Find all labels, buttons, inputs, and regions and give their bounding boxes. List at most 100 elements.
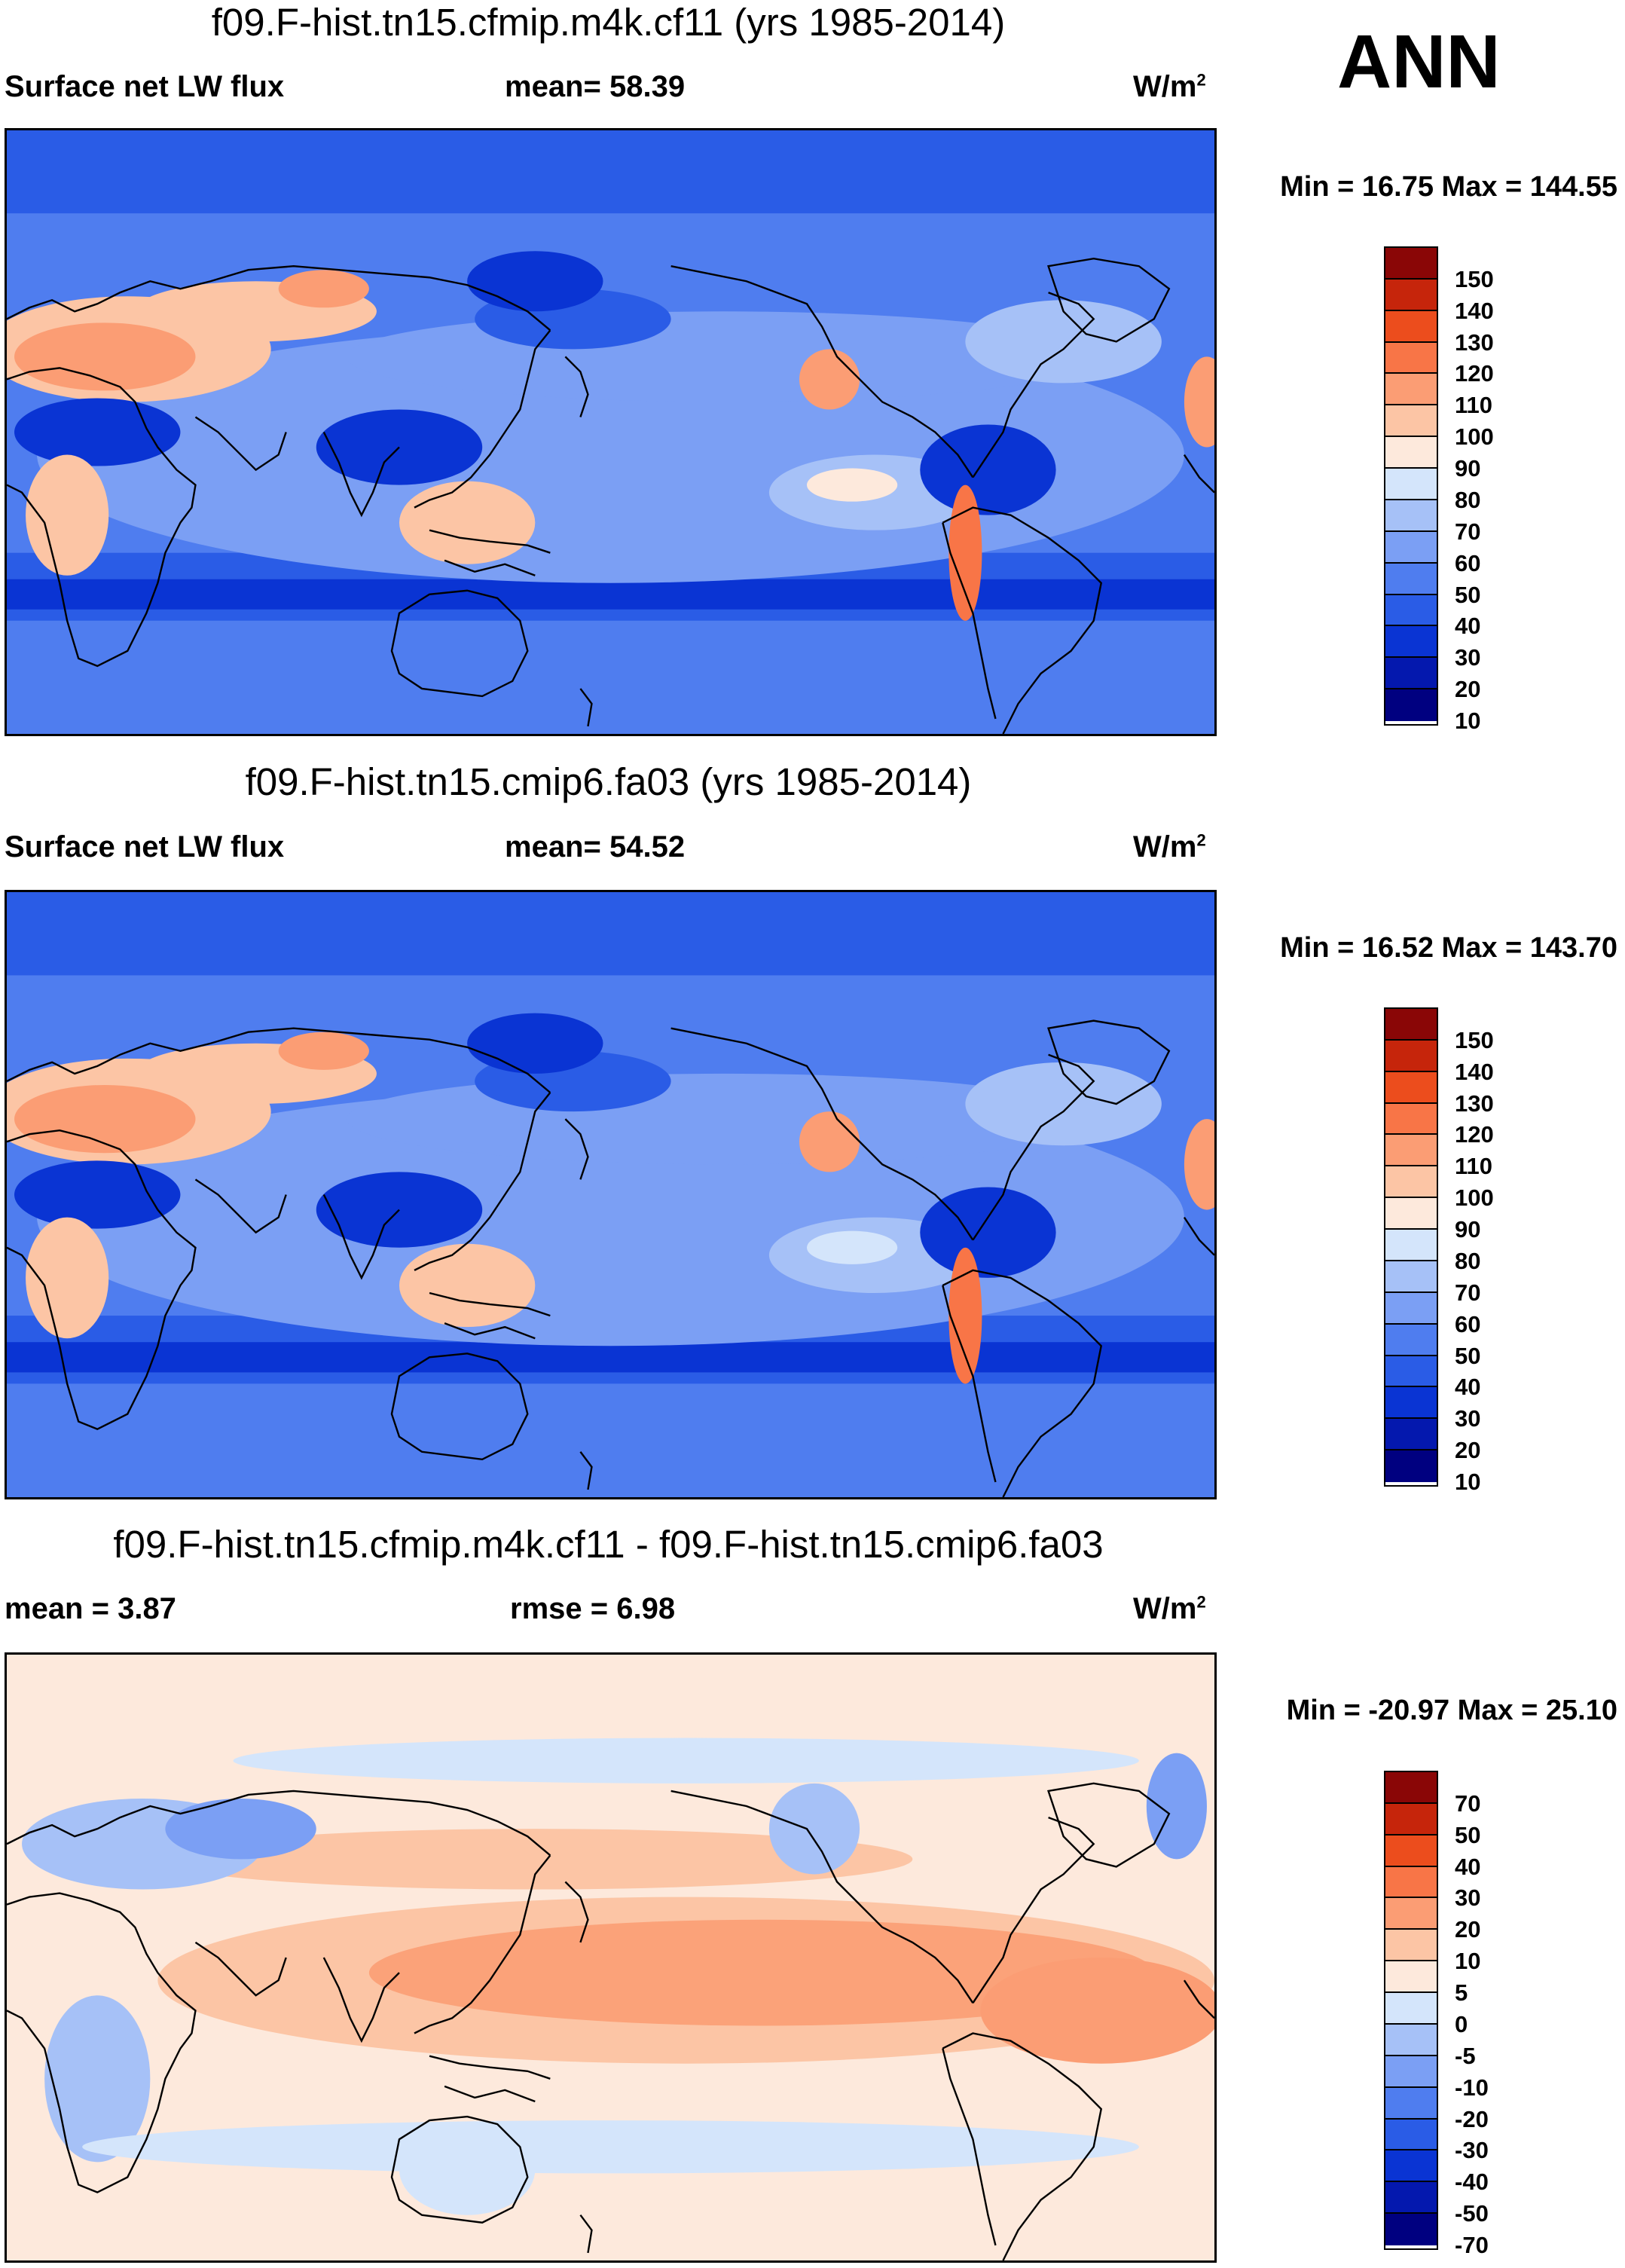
colorbar-segment [1385,2182,1437,2215]
panel-3-rmse: rmse = 6.98 [510,1592,676,1625]
colorbar-segment [1385,1135,1437,1167]
panel-1-variable: Surface net LW flux [5,70,285,103]
colorbar-tick-label: 50 [1455,1821,1481,1848]
panel-3-map [5,1652,1217,2263]
colorbar-segment [1385,1230,1437,1261]
colorbar-segment [1385,1356,1437,1388]
panel-1-minmax: Min = 16.75 Max = 144.55 [1280,171,1617,203]
colorbar-segment [1385,689,1437,721]
colorbar-tick-label: 60 [1455,1310,1481,1337]
colorbar-tick-label: 150 [1455,1026,1494,1053]
colorbar-segment [1385,2150,1437,2183]
panel-1-mean: mean= 58.39 [505,70,686,103]
colorbar-segment [1385,1450,1437,1482]
colorbar-segment [1385,1071,1437,1104]
colorbar-segment [1385,658,1437,690]
colorbar-tick-label: 70 [1455,1279,1481,1306]
colorbar-tick-label: 20 [1455,676,1481,703]
colorbar-segment [1385,1772,1437,1804]
colorbar-tick-label: -50 [1455,2200,1489,2227]
colorbar-segment [1385,626,1437,659]
colorbar-segment [1385,1040,1437,1072]
colorbar-tick-label: 80 [1455,486,1481,513]
panel-1-title: f09.F-hist.tn15.cfmip.m4k.cf11 (yrs 1985… [211,1,1006,44]
colorbar-segment [1385,2119,1437,2151]
colorbar-segment [1385,500,1437,532]
colorbar-tick-label: -10 [1455,2074,1489,2101]
colorbar-segment [1385,563,1437,595]
colorbar-segment [1385,342,1437,374]
colorbar-tick-label: 100 [1455,1184,1494,1212]
colorbar-tick-label: 110 [1455,1153,1493,1180]
panel-1-units: W/m2 [1133,70,1206,103]
colorbar-segment [1385,2024,1437,2056]
colorbar-tick-label: 120 [1455,1121,1494,1148]
colorbar-tick-label: 140 [1455,1058,1494,1085]
colorbar-segment [1385,2087,1437,2120]
colorbar-tick-label: -70 [1455,2232,1489,2258]
colorbar-tick-label: 120 [1455,360,1494,387]
colorbar-tick-label: 5 [1455,1979,1468,2007]
panel-2-variable: Surface net LW flux [5,830,285,863]
colorbar-tick-label: 10 [1455,1948,1481,1975]
colorbar-tick-label: 90 [1455,455,1481,482]
panel-3-colorbar [1384,1771,1438,2250]
colorbar-segment [1385,2056,1437,2088]
panel-3-title: f09.F-hist.tn15.cfmip.m4k.cf11 - f09.F-h… [113,1523,1104,1566]
colorbar-segment [1385,1803,1437,1835]
colorbar-tick-label: 50 [1455,1342,1481,1369]
panel-2-title: f09.F-hist.tn15.cmip6.fa03 (yrs 1985-201… [245,760,972,803]
colorbar-tick-label: 70 [1455,1790,1481,1817]
colorbar-tick-label: 40 [1455,1853,1481,1880]
colorbar-tick-label: -30 [1455,2137,1489,2164]
season-label: ANN [1337,20,1501,104]
colorbar-tick-label: 40 [1455,1374,1481,1401]
colorbar-tick-label: 100 [1455,423,1494,451]
colorbar-tick-label: 20 [1455,1437,1481,1464]
colorbar-segment [1385,1835,1437,1867]
colorbar-segment [1385,1930,1437,1962]
colorbar-segment [1385,2214,1437,2245]
colorbar-segment [1385,1261,1437,1293]
colorbar-segment [1385,531,1437,564]
colorbar-segment [1385,248,1437,280]
colorbar-tick-label: 70 [1455,518,1481,545]
colorbar-segment [1385,310,1437,343]
colorbar-tick-label: -5 [1455,2042,1476,2069]
colorbar-segment [1385,1324,1437,1356]
colorbar-tick-label: 30 [1455,1884,1481,1912]
panel-2-mean: mean= 54.52 [505,830,686,863]
panel-2-colorbar [1384,1007,1438,1487]
colorbar-tick-label: 10 [1455,1469,1481,1495]
colorbar-tick-label: 90 [1455,1216,1481,1243]
colorbar-tick-label: 0 [1455,2010,1468,2037]
colorbar-tick-label: 110 [1455,392,1493,419]
colorbar-segment [1385,374,1437,406]
colorbar-tick-label: 150 [1455,265,1494,292]
colorbar-tick-label: 10 [1455,708,1481,734]
colorbar-segment [1385,1166,1437,1199]
colorbar-segment [1385,1866,1437,1899]
colorbar-tick-label: 130 [1455,329,1494,356]
colorbar-tick-label: 40 [1455,613,1481,640]
panel-1-colorbar [1384,246,1438,726]
colorbar-segment [1385,1292,1437,1325]
panel-2-units: W/m2 [1133,830,1206,863]
colorbar-segment [1385,279,1437,311]
colorbar-segment [1385,1198,1437,1230]
colorbar-segment [1385,595,1437,627]
colorbar-tick-label: 80 [1455,1247,1481,1274]
colorbar-tick-label: 60 [1455,549,1481,576]
colorbar-segment [1385,1419,1437,1451]
colorbar-tick-label: 30 [1455,644,1481,671]
colorbar-tick-label: 20 [1455,1916,1481,1943]
colorbar-tick-label: 30 [1455,1405,1481,1432]
panel-2-minmax: Min = 16.52 Max = 143.70 [1280,932,1617,964]
panel-3-units: W/m2 [1133,1592,1206,1625]
colorbar-tick-label: 130 [1455,1090,1494,1117]
panel-1-map [5,128,1217,736]
colorbar-segment [1385,437,1437,469]
colorbar-segment [1385,1103,1437,1136]
colorbar-segment [1385,1009,1437,1041]
colorbar-tick-label: 140 [1455,297,1494,324]
